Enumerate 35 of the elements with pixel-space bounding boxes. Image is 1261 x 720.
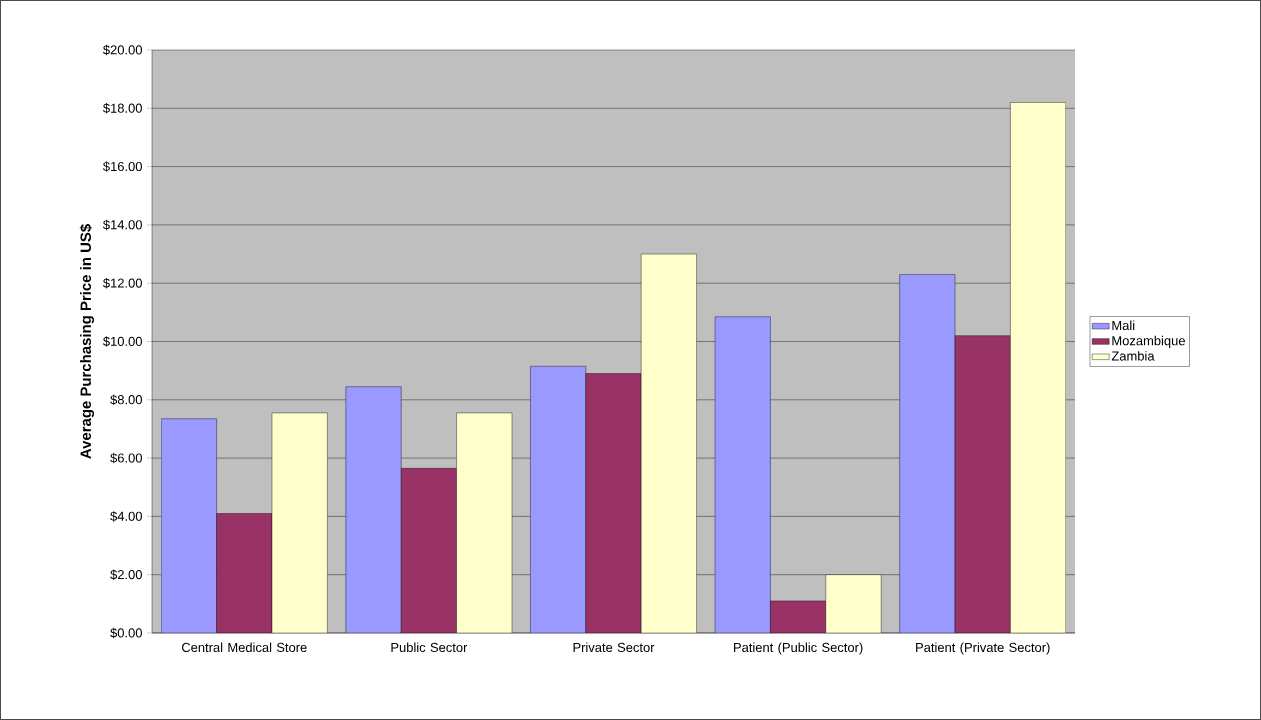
bar [456,412,513,633]
x-tick-label: Patient (Private Sector) [916,642,1050,655]
bar [770,600,826,633]
y-tick-label: $2.00 [110,569,142,580]
bar [161,418,217,633]
y-axis-title: Average Purchasing Price in US$ [79,224,95,459]
x-tick-label: Central Medical Store [181,642,307,653]
y-tick-label: $16.00 [103,161,142,172]
y-tick-label: $10.00 [103,336,142,347]
bar [899,274,956,633]
bar [825,574,882,633]
y-tick-label: $4.00 [110,511,142,522]
bar [271,412,328,633]
x-tick-label: Public Sector [391,642,468,653]
bar [345,386,402,633]
bar [641,253,697,633]
legend-label: Mozambique [1112,335,1185,348]
y-tick-label: $12.00 [103,277,142,289]
bar [1010,102,1066,633]
x-tick-label: Patient (Public Sector) [734,642,863,655]
y-tick-label: $8.00 [110,394,142,406]
bar [530,366,587,633]
bar [714,316,771,633]
y-tick-label: $20.00 [103,44,142,56]
legend-label: Zambia [1111,351,1155,361]
x-tick-label: Private Sector [573,642,655,653]
y-tick-label: $18.00 [103,103,142,114]
bar [585,373,642,633]
legend-label: Mali [1112,320,1135,331]
y-tick-label: $6.00 [110,452,142,464]
bar [401,468,457,633]
y-tick-label: $0.00 [110,627,142,639]
bar [954,335,1011,633]
bar [216,513,273,633]
y-tick-label: $14.00 [103,219,142,231]
